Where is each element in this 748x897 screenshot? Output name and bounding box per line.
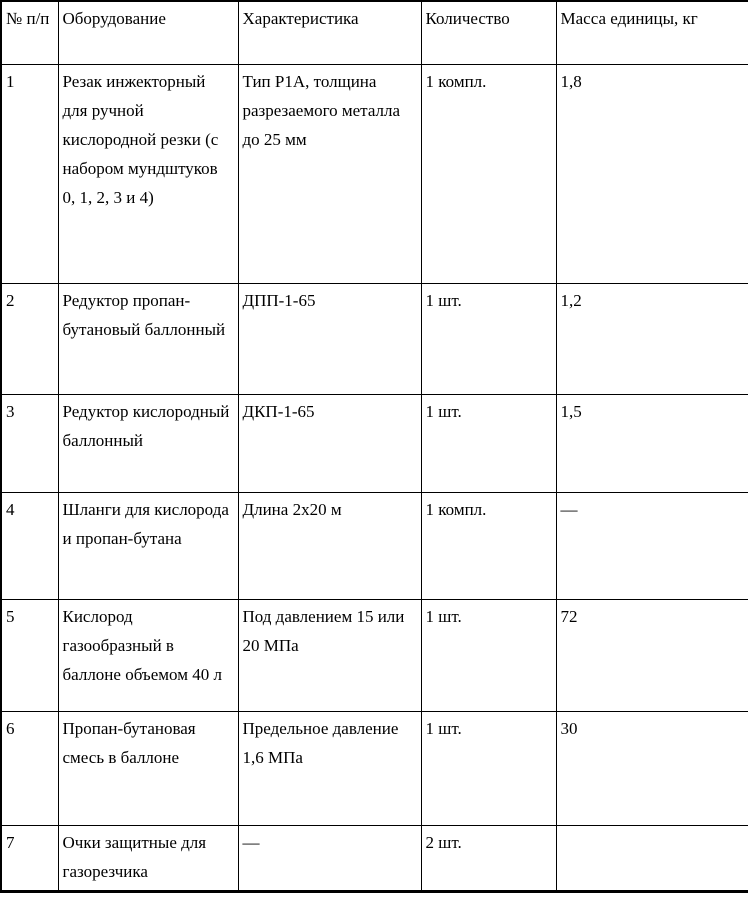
cell-equipment: Пропан-бутановая смесь в баллоне xyxy=(57,710,239,826)
cell-quantity: 1 компл. xyxy=(420,491,557,600)
cell-quantity: 1 шт. xyxy=(420,710,557,826)
cell-quantity: 2 шт. xyxy=(420,824,557,892)
table-row: 7 Очки защитные для газорезчика — 2 шт. xyxy=(0,824,748,892)
col-header-mass: Масса единицы, кг xyxy=(555,0,748,65)
cell-num: 4 xyxy=(0,491,59,600)
cell-equipment: Резак инжекторный для ручной кислородной… xyxy=(57,63,239,284)
cell-quantity: 1 шт. xyxy=(420,598,557,712)
table-row: 4 Шланги для кислорода и пропан-бутана Д… xyxy=(0,491,748,600)
col-header-num: № п/п xyxy=(0,0,59,65)
cell-num: 6 xyxy=(0,710,59,826)
cell-characteristic: ДКП-1-65 xyxy=(237,393,422,493)
cell-equipment: Кислород газообразный в баллоне объемом … xyxy=(57,598,239,712)
table-header-row: № п/п Оборудование Характеристика Количе… xyxy=(0,0,748,65)
cell-characteristic: — xyxy=(237,824,422,892)
col-header-equipment: Оборудование xyxy=(57,0,239,65)
cell-equipment: Редуктор кислородный баллонный xyxy=(57,393,239,493)
cell-mass: 30 xyxy=(555,710,748,826)
cell-characteristic: Предельное давление 1,6 МПа xyxy=(237,710,422,826)
cell-num: 7 xyxy=(0,824,59,892)
cell-mass: — xyxy=(555,491,748,600)
cell-quantity: 1 шт. xyxy=(420,282,557,395)
cell-num: 5 xyxy=(0,598,59,712)
cell-equipment: Редуктор пропан-бутановый баллонный xyxy=(57,282,239,395)
cell-num: 1 xyxy=(0,63,59,284)
cell-characteristic: ДПП-1-65 xyxy=(237,282,422,395)
table-row: 3 Редуктор кислородный баллонный ДКП-1-6… xyxy=(0,393,748,493)
cell-num: 2 xyxy=(0,282,59,395)
cell-mass xyxy=(555,824,748,892)
cell-num: 3 xyxy=(0,393,59,493)
cell-mass: 1,8 xyxy=(555,63,748,284)
cell-characteristic: Под давлением 15 или 20 МПа xyxy=(237,598,422,712)
cell-mass: 1,5 xyxy=(555,393,748,493)
cell-mass: 1,2 xyxy=(555,282,748,395)
cell-mass: 72 xyxy=(555,598,748,712)
table-row: 6 Пропан-бутановая смесь в баллоне Преде… xyxy=(0,710,748,826)
col-header-characteristic: Характеристика xyxy=(237,0,422,65)
table-row: 5 Кислород газообразный в баллоне объемо… xyxy=(0,598,748,712)
table-row: 1 Резак инжекторный для ручной кислородн… xyxy=(0,63,748,284)
table-row: 2 Редуктор пропан-бутановый баллонный ДП… xyxy=(0,282,748,395)
cell-equipment: Шланги для кислорода и пропан-бутана xyxy=(57,491,239,600)
cell-characteristic: Тип Р1А, толщина разрезаемого металла до… xyxy=(237,63,422,284)
cell-equipment: Очки защитные для газорезчика xyxy=(57,824,239,892)
col-header-quantity: Количество xyxy=(420,0,557,65)
cell-quantity: 1 шт. xyxy=(420,393,557,493)
cell-quantity: 1 компл. xyxy=(420,63,557,284)
cell-characteristic: Длина 2х20 м xyxy=(237,491,422,600)
